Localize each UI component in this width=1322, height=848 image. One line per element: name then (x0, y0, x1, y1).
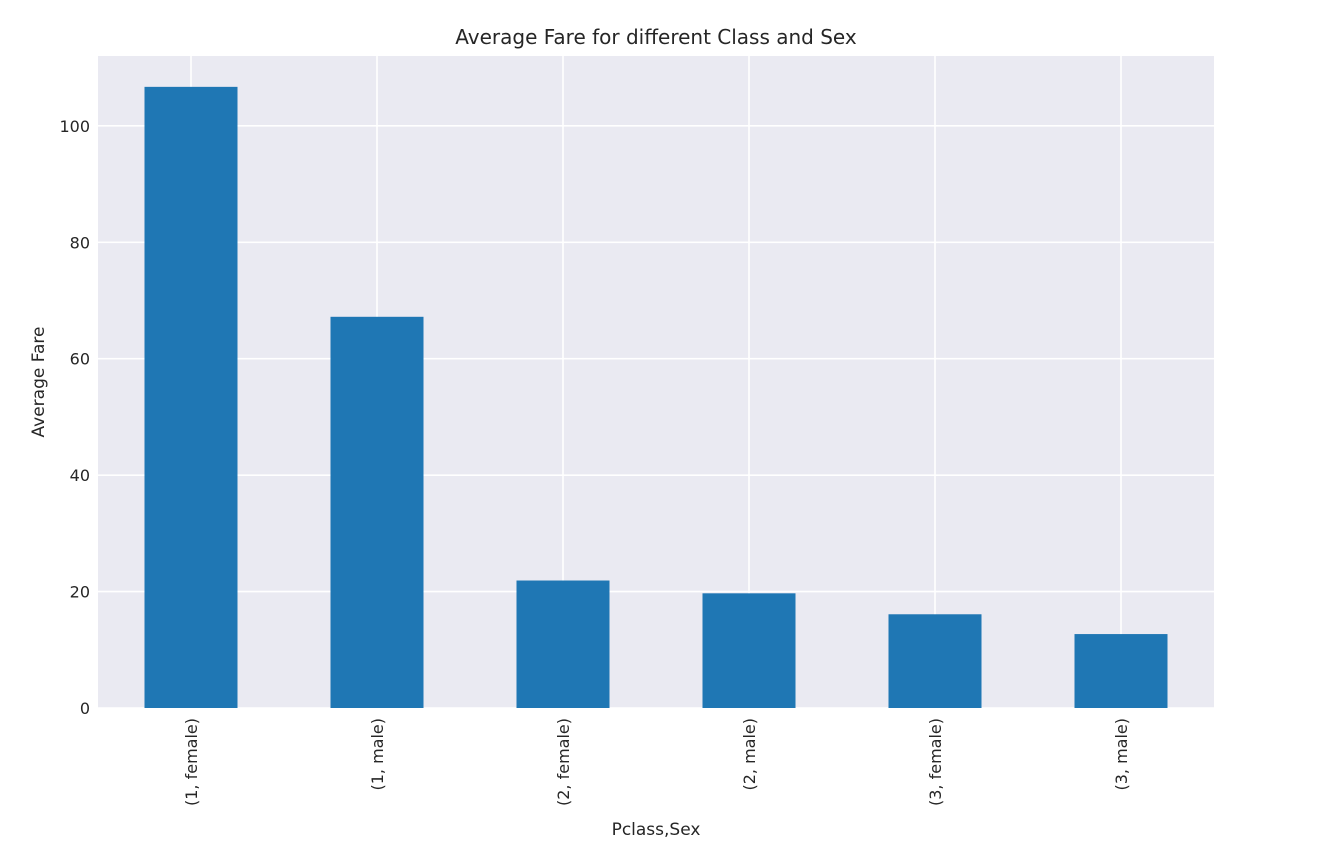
x-tick-label: (3, female) (926, 718, 945, 806)
x-tick-label: (2, female) (554, 718, 573, 806)
y-tick-label: 20 (70, 583, 90, 602)
y-tick-label: 40 (70, 466, 90, 485)
bar (144, 86, 238, 708)
x-axis-label: Pclass,Sex (612, 820, 701, 840)
plot-area (98, 56, 1214, 708)
y-axis-ticks: 0 20 40 60 80 100 (59, 117, 90, 718)
y-tick-label: 60 (70, 350, 90, 369)
chart-title: Average Fare for different Class and Sex (455, 25, 857, 49)
x-tick-label: (2, male) (740, 718, 759, 791)
bar (1074, 634, 1168, 708)
x-axis-ticks: (1, female) (1, male) (2, female) (2, male)… (182, 718, 1131, 806)
y-tick-label: 80 (70, 233, 90, 252)
bars (144, 86, 1168, 708)
x-tick-label: (1, male) (368, 718, 387, 791)
bar (516, 580, 610, 708)
y-axis-label: Average Fare (29, 327, 49, 438)
x-tick-label: (3, male) (1112, 718, 1131, 791)
y-tick-label: 0 (80, 699, 90, 718)
bar (330, 316, 424, 708)
y-tick-label: 100 (59, 117, 90, 136)
bar (702, 593, 796, 708)
x-tick-label: (1, female) (182, 718, 201, 806)
bar (888, 614, 982, 708)
